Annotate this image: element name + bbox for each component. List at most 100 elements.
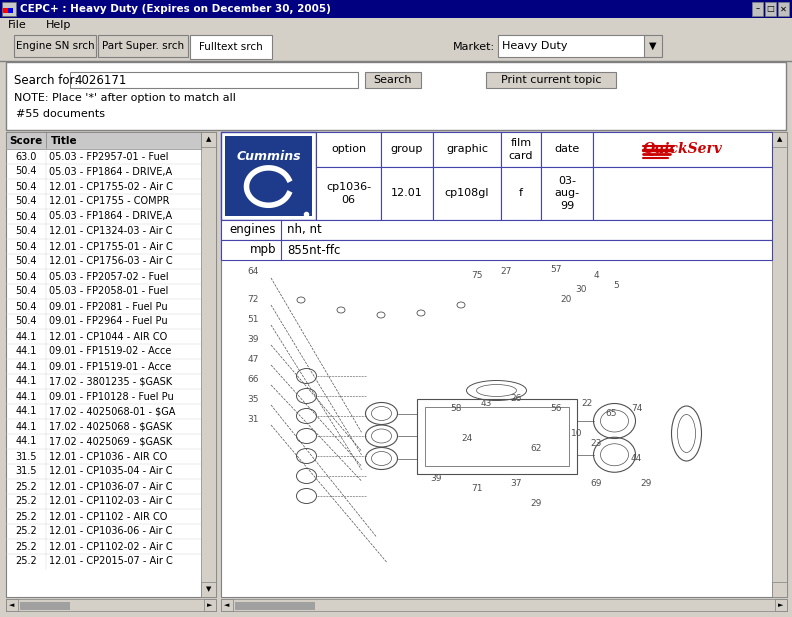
Text: Search: Search <box>374 75 413 85</box>
Bar <box>0 0 792 18</box>
Text: 20: 20 <box>561 296 572 305</box>
Text: Help: Help <box>46 20 71 30</box>
Text: 09.01 - FP2081 - Fuel Pu: 09.01 - FP2081 - Fuel Pu <box>49 302 168 312</box>
Bar <box>365 72 421 88</box>
Bar <box>3 8 8 13</box>
Text: ►: ► <box>208 602 213 608</box>
Text: 25.2: 25.2 <box>15 497 37 507</box>
Bar <box>433 132 501 167</box>
Text: File: File <box>8 20 27 30</box>
Bar <box>70 72 358 88</box>
Bar <box>316 132 381 167</box>
Text: 74: 74 <box>630 404 642 413</box>
Bar <box>417 399 577 473</box>
Bar <box>541 132 593 167</box>
Text: 29: 29 <box>641 479 652 488</box>
Text: 17.02 - 3801235 - $GASK: 17.02 - 3801235 - $GASK <box>49 376 172 386</box>
Text: 43: 43 <box>481 399 492 408</box>
Bar <box>316 167 381 220</box>
Text: 44.1: 44.1 <box>15 331 36 341</box>
Text: 47: 47 <box>247 355 259 365</box>
Text: 50.4: 50.4 <box>15 286 36 297</box>
Text: 4026171: 4026171 <box>74 73 127 86</box>
Bar <box>201 132 216 147</box>
Text: nh, nt: nh, nt <box>287 223 322 236</box>
Bar <box>433 167 501 220</box>
Bar <box>225 136 312 216</box>
Bar <box>221 132 316 220</box>
Bar <box>6 132 216 597</box>
Text: 35: 35 <box>247 395 259 405</box>
Text: 37: 37 <box>511 479 522 488</box>
Bar <box>425 407 569 465</box>
Text: 4: 4 <box>594 270 600 280</box>
Text: 31.5: 31.5 <box>15 466 36 476</box>
Text: □: □ <box>767 4 775 14</box>
Text: 17.02 - 4025068-01 - $GA: 17.02 - 4025068-01 - $GA <box>49 407 175 416</box>
Text: 50.4: 50.4 <box>15 241 36 252</box>
Text: 66: 66 <box>247 376 259 384</box>
Text: 05.03 - FP2057-02 - Fuel: 05.03 - FP2057-02 - Fuel <box>49 271 169 281</box>
Text: 30: 30 <box>576 286 587 294</box>
Bar <box>0 33 792 61</box>
Bar <box>775 599 787 611</box>
Text: 50.4: 50.4 <box>15 181 36 191</box>
Bar <box>6 599 18 611</box>
Bar <box>221 599 233 611</box>
Text: 75: 75 <box>470 270 482 280</box>
Bar <box>14 35 96 57</box>
Text: 44.1: 44.1 <box>15 362 36 371</box>
Text: graphic: graphic <box>446 144 488 154</box>
Text: 44.1: 44.1 <box>15 392 36 402</box>
Bar <box>778 2 789 16</box>
Text: ▲: ▲ <box>206 136 211 143</box>
Text: 17.02 - 4025068 - $GASK: 17.02 - 4025068 - $GASK <box>49 421 172 431</box>
Text: 10: 10 <box>571 429 582 438</box>
Text: 62: 62 <box>531 444 543 453</box>
Text: 44.1: 44.1 <box>15 347 36 357</box>
Text: 56: 56 <box>550 404 562 413</box>
Text: ►: ► <box>779 602 784 608</box>
Text: 22: 22 <box>581 399 592 408</box>
Text: engines: engines <box>230 223 276 236</box>
Text: CEPC+ : Heavy Duty (Expires on December 30, 2005): CEPC+ : Heavy Duty (Expires on December … <box>20 4 331 14</box>
Text: 69: 69 <box>591 479 602 488</box>
Text: 12.01 - CP1755-01 - Air C: 12.01 - CP1755-01 - Air C <box>49 241 173 252</box>
Text: Heavy Duty: Heavy Duty <box>502 41 568 51</box>
Text: ▼: ▼ <box>649 41 657 51</box>
Text: 50.4: 50.4 <box>15 226 36 236</box>
Text: 12.01 - CP1324-03 - Air C: 12.01 - CP1324-03 - Air C <box>49 226 173 236</box>
Text: 24: 24 <box>461 434 472 443</box>
Text: 44.1: 44.1 <box>15 376 36 386</box>
Text: 65: 65 <box>606 409 617 418</box>
Text: 44.1: 44.1 <box>15 421 36 431</box>
Bar <box>486 72 616 88</box>
Bar <box>98 35 188 57</box>
Bar <box>221 599 787 611</box>
Text: 44.1: 44.1 <box>15 436 36 447</box>
Text: 03-
aug-
99: 03- aug- 99 <box>554 176 580 211</box>
Text: option: option <box>331 144 366 154</box>
Bar <box>204 599 216 611</box>
Bar <box>221 240 772 260</box>
Bar <box>6 599 216 611</box>
Text: 50.4: 50.4 <box>15 302 36 312</box>
Bar <box>752 2 763 16</box>
Text: 855nt-ffc: 855nt-ffc <box>287 244 341 257</box>
Text: ▼: ▼ <box>206 587 211 592</box>
Text: 25.2: 25.2 <box>15 542 37 552</box>
Bar <box>20 602 70 610</box>
Text: 31.5: 31.5 <box>15 452 36 462</box>
Text: ◄: ◄ <box>10 602 15 608</box>
Text: ◄: ◄ <box>224 602 230 608</box>
Bar <box>201 132 216 597</box>
Text: group: group <box>390 144 423 154</box>
Text: 50.4: 50.4 <box>15 271 36 281</box>
Text: 12.01 - CP1102-02 - Air C: 12.01 - CP1102-02 - Air C <box>49 542 173 552</box>
Text: 50.4: 50.4 <box>15 196 36 207</box>
Bar <box>644 35 662 57</box>
Text: ▲: ▲ <box>777 136 782 143</box>
Text: 09.01 - FP2964 - Fuel Pu: 09.01 - FP2964 - Fuel Pu <box>49 317 168 326</box>
Text: 12.01 - CP1102-03 - Air C: 12.01 - CP1102-03 - Air C <box>49 497 173 507</box>
Text: 51: 51 <box>247 315 259 325</box>
